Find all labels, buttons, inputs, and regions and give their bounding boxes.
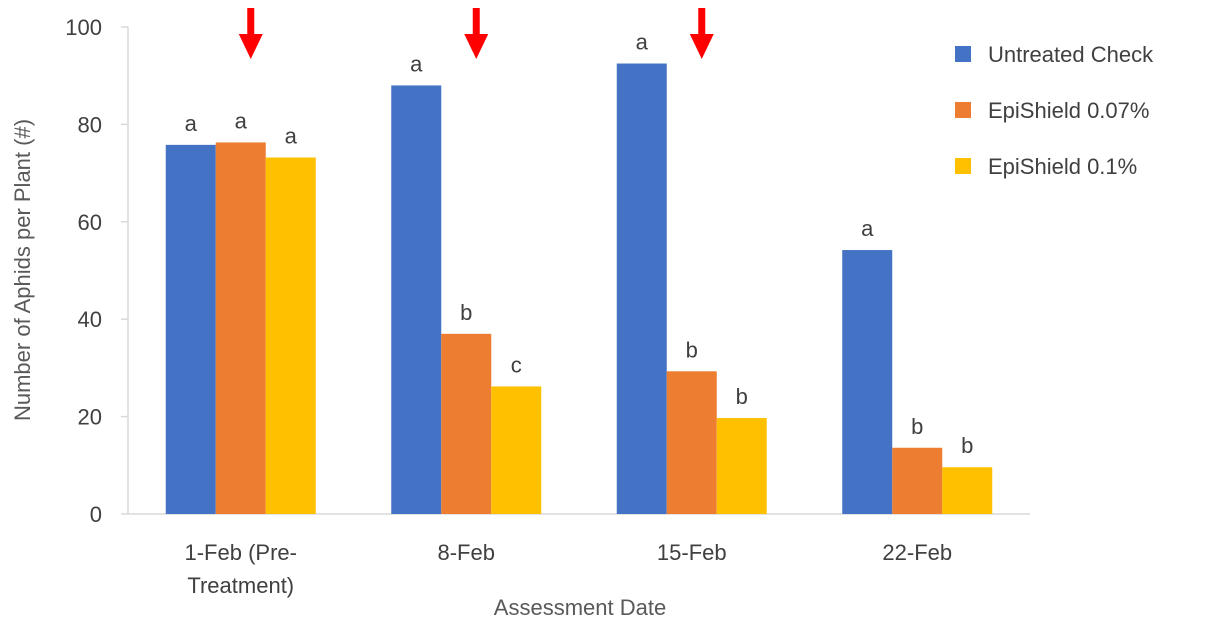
y-tick-label: 60 [78, 210, 102, 235]
data-label: b [961, 433, 973, 458]
arrow-head [464, 34, 489, 59]
treatment-arrow [689, 8, 714, 59]
data-label: c [511, 352, 522, 377]
y-tick-label: 20 [78, 405, 102, 430]
legend-item: Untreated Check [955, 42, 1154, 67]
x-axis-title: Assessment Date [494, 595, 666, 620]
data-label: b [911, 414, 923, 439]
arrow-head [689, 34, 714, 59]
y-axis-title: Number of Aphids per Plant (#) [10, 119, 35, 421]
legend-swatch [955, 102, 971, 118]
arrow-shaft [247, 8, 255, 36]
legend-label: EpiShield 0.1% [988, 154, 1137, 179]
bar [716, 418, 767, 514]
y-tick-label: 80 [78, 112, 102, 137]
data-label: a [861, 216, 874, 241]
legend-swatch [955, 46, 971, 62]
bar [391, 85, 442, 514]
data-label: a [636, 30, 649, 55]
y-tick-label: 100 [65, 15, 102, 40]
x-tick-label: 1-Feb (Pre- [185, 540, 297, 565]
legend-item: EpiShield 0.07% [955, 98, 1149, 123]
data-label: a [235, 108, 248, 133]
bar [491, 386, 542, 514]
bar [616, 63, 667, 515]
bar [215, 142, 266, 514]
legend-label: EpiShield 0.07% [988, 98, 1149, 123]
treatment-arrow [238, 8, 263, 59]
arrow-head [238, 34, 263, 59]
y-tick-label: 0 [90, 502, 102, 527]
x-tick-label: 8-Feb [438, 540, 495, 565]
data-label: b [460, 300, 472, 325]
treatment-arrow [464, 8, 489, 59]
bar [666, 371, 717, 514]
data-label: b [686, 337, 698, 362]
bar [441, 333, 492, 514]
data-label: a [410, 51, 423, 76]
y-tick-label: 40 [78, 307, 102, 332]
x-tick-label: Treatment) [187, 573, 294, 598]
legend-swatch [955, 158, 971, 174]
bar [892, 447, 943, 514]
legend-label: Untreated Check [988, 42, 1154, 67]
x-tick-label: 15-Feb [657, 540, 727, 565]
legend-item: EpiShield 0.1% [955, 154, 1137, 179]
bar [165, 144, 216, 514]
data-label: b [736, 384, 748, 409]
arrow-shaft [472, 8, 480, 36]
bar [842, 250, 893, 514]
data-label: a [185, 111, 198, 136]
data-label: a [285, 124, 298, 149]
bar [265, 157, 316, 515]
arrow-shaft [698, 8, 706, 36]
x-tick-label: 22-Feb [882, 540, 952, 565]
bar [942, 467, 993, 514]
